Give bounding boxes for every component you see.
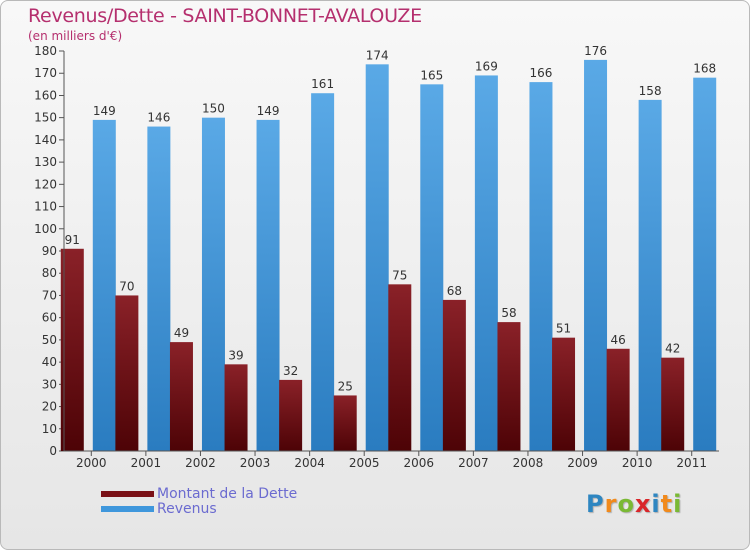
y-tick-label: 0 xyxy=(49,444,57,458)
y-tick-label: 70 xyxy=(42,288,57,302)
bar-dette xyxy=(60,248,84,451)
chart-subtitle: (en milliers d'€) xyxy=(28,29,123,43)
x-tick-label: 2001 xyxy=(131,456,162,470)
bar-revenus xyxy=(311,93,335,451)
y-tick-label: 100 xyxy=(34,222,57,236)
data-label-dette: 91 xyxy=(65,233,80,247)
y-tick-label: 130 xyxy=(34,155,57,169)
y-tick-label: 10 xyxy=(42,422,57,436)
y-tick-label: 50 xyxy=(42,333,57,347)
y-tick-label: 90 xyxy=(42,244,57,258)
bar-revenus xyxy=(420,84,444,451)
logo-letter: t xyxy=(660,490,674,518)
logo-letter: x xyxy=(634,490,652,518)
bar-revenus xyxy=(638,99,662,451)
data-label-revenus: 150 xyxy=(202,102,225,116)
data-label-dette: 51 xyxy=(556,322,571,336)
legend-swatch-dette xyxy=(101,491,154,497)
data-label-revenus: 158 xyxy=(639,84,662,98)
legend-swatch-revenus xyxy=(101,506,154,512)
bar-revenus xyxy=(256,119,280,451)
logo-letter: r xyxy=(604,490,618,518)
data-label-dette: 49 xyxy=(174,326,189,340)
y-tick-label: 170 xyxy=(34,66,57,80)
logo-letter: o xyxy=(617,490,635,518)
y-tick-label: 40 xyxy=(42,355,57,369)
y-tick-label: 180 xyxy=(34,44,57,58)
legend-label-revenus: Revenus xyxy=(157,501,217,517)
y-tick-label: 60 xyxy=(42,311,57,325)
proxiti-logo: Proxiti xyxy=(586,490,682,518)
data-label-revenus: 168 xyxy=(693,62,716,76)
bar-dette xyxy=(552,337,576,451)
x-tick-label: 2008 xyxy=(513,456,544,470)
x-tick-label: 2011 xyxy=(676,456,707,470)
x-tick-label: 2002 xyxy=(185,456,216,470)
y-tick-label: 80 xyxy=(42,266,57,280)
x-tick-label: 2006 xyxy=(404,456,435,470)
bar-revenus xyxy=(147,126,171,452)
data-label-revenus: 166 xyxy=(530,66,553,80)
data-label-dette: 42 xyxy=(665,342,680,356)
bar-revenus xyxy=(365,64,389,452)
chart-title: Revenus/Dette - SAINT-BONNET-AVALOUZE xyxy=(28,5,422,27)
x-tick-label: 2009 xyxy=(567,456,598,470)
data-label-revenus: 146 xyxy=(147,111,170,125)
data-label-revenus: 174 xyxy=(366,48,389,62)
bar-revenus xyxy=(584,59,608,452)
bar-dette xyxy=(388,284,412,451)
data-label-revenus: 165 xyxy=(420,68,443,82)
y-tick-label: 30 xyxy=(42,377,57,391)
bar-dette xyxy=(279,379,303,451)
data-label-dette: 32 xyxy=(283,364,298,378)
bar-dette xyxy=(115,295,139,451)
data-label-dette: 25 xyxy=(338,379,353,393)
bar-revenus xyxy=(92,119,116,451)
data-label-revenus: 149 xyxy=(93,104,116,118)
bar-revenus xyxy=(693,77,717,452)
y-tick-label: 20 xyxy=(42,400,57,414)
data-label-dette: 75 xyxy=(392,268,407,282)
bar-dette xyxy=(606,348,630,451)
y-tick-label: 110 xyxy=(34,200,57,214)
data-label-dette: 70 xyxy=(119,279,134,293)
x-tick-label: 2003 xyxy=(240,456,271,470)
bar-dette xyxy=(333,395,357,451)
y-tick-label: 150 xyxy=(34,111,57,125)
data-label-revenus: 169 xyxy=(475,59,498,73)
y-tick-label: 160 xyxy=(34,88,57,102)
y-tick-label: 120 xyxy=(34,177,57,191)
x-tick-label: 2000 xyxy=(76,456,107,470)
y-tick-label: 140 xyxy=(34,133,57,147)
x-tick-label: 2010 xyxy=(622,456,653,470)
bar-dette xyxy=(442,299,466,451)
data-label-dette: 46 xyxy=(610,333,625,347)
bar-revenus xyxy=(529,82,553,451)
bar-dette xyxy=(224,364,248,451)
data-label-revenus: 161 xyxy=(311,77,334,91)
x-tick-label: 2007 xyxy=(458,456,489,470)
bar-dette xyxy=(497,322,521,451)
logo-letter: i xyxy=(673,490,683,518)
logo-letter: P xyxy=(586,490,605,518)
bar-revenus xyxy=(474,75,498,451)
bar-dette xyxy=(169,342,193,451)
data-label-revenus: 149 xyxy=(257,104,280,118)
data-label-dette: 39 xyxy=(228,348,243,362)
data-label-dette: 58 xyxy=(501,306,516,320)
legend-label-dette: Montant de la Dette xyxy=(157,486,298,502)
data-label-dette: 68 xyxy=(447,284,462,298)
data-label-revenus: 176 xyxy=(584,44,607,58)
bar-dette xyxy=(661,357,685,451)
logo-letter: i xyxy=(651,490,661,518)
x-tick-label: 2004 xyxy=(294,456,325,470)
x-tick-label: 2005 xyxy=(349,456,380,470)
bar-revenus xyxy=(201,117,225,452)
